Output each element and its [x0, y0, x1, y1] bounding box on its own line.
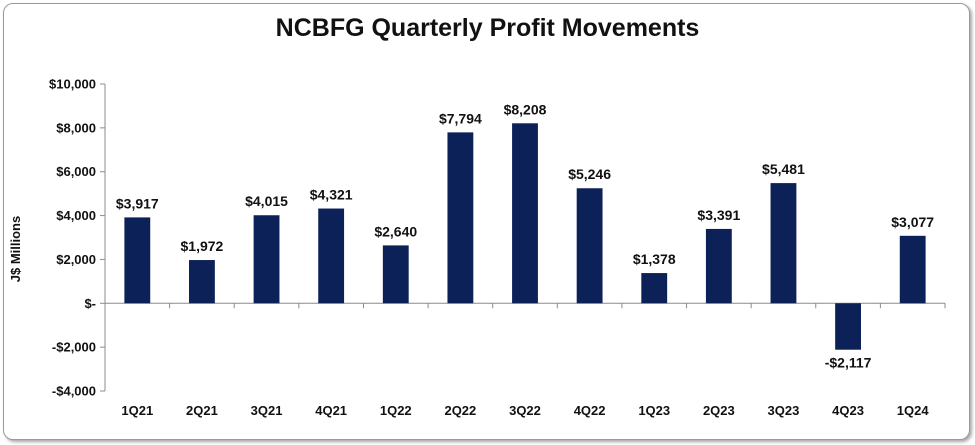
data-label-2Q23: $3,391	[697, 207, 740, 223]
x-tick-label-4Q22: 4Q22	[574, 403, 606, 418]
bar-4Q21	[318, 208, 345, 304]
bar-4Q22	[576, 188, 603, 304]
y-tick-label: -$4,000	[52, 384, 96, 399]
data-label-1Q24: $3,077	[891, 214, 934, 230]
data-label-2Q21: $1,972	[181, 238, 224, 254]
bar-2Q23	[705, 228, 732, 304]
data-label-4Q22: $5,246	[568, 166, 611, 182]
y-tick-label: $-	[84, 296, 96, 311]
chart-title: NCBFG Quarterly Profit Movements	[275, 14, 700, 42]
x-tick-label-3Q22: 3Q22	[509, 403, 541, 418]
bar-3Q23	[770, 183, 797, 304]
x-tick-label-4Q21: 4Q21	[315, 403, 347, 418]
bar-2Q21	[189, 260, 215, 304]
bar-1Q24	[899, 235, 926, 304]
bar-3Q21	[253, 215, 280, 304]
data-label-3Q22: $8,208	[504, 101, 547, 117]
bar-2Q22	[447, 132, 474, 304]
x-tick-label-4Q23: 4Q23	[832, 403, 864, 418]
data-label-1Q23: $1,378	[633, 251, 676, 267]
x-tick-label-1Q22: 1Q22	[380, 403, 412, 418]
data-label-4Q23: -$2,117	[825, 355, 872, 371]
x-tick-label-1Q23: 1Q23	[638, 403, 670, 418]
y-tick-label: $10,000	[49, 77, 96, 92]
x-tick-label-1Q24: 1Q24	[897, 403, 930, 418]
y-axis-label: J$ Millions	[8, 216, 23, 282]
x-tick-label-3Q23: 3Q23	[768, 403, 800, 418]
data-label-2Q22: $7,794	[439, 110, 482, 126]
y-tick-label: $4,000	[56, 208, 96, 223]
data-label-3Q23: $5,481	[762, 161, 805, 177]
data-label-3Q21: $4,015	[245, 193, 288, 209]
bar-1Q21	[124, 217, 151, 304]
chart-frame	[3, 3, 970, 440]
x-tick-label-3Q21: 3Q21	[251, 403, 283, 418]
bar-1Q23	[641, 273, 668, 304]
bar-1Q22	[382, 245, 409, 304]
data-label-1Q21: $3,917	[116, 195, 159, 211]
x-tick-label-2Q21: 2Q21	[186, 403, 218, 418]
data-label-4Q21: $4,321	[310, 187, 353, 203]
bar-3Q22	[512, 123, 538, 304]
y-tick-label: $6,000	[56, 164, 96, 179]
y-tick-label: -$2,000	[52, 340, 96, 355]
x-tick-label-2Q23: 2Q23	[703, 403, 735, 418]
data-label-1Q22: $2,640	[374, 223, 417, 239]
y-tick-label: $8,000	[56, 120, 96, 135]
y-tick-label: $2,000	[56, 252, 96, 267]
bar-4Q23	[835, 303, 861, 350]
x-tick-label-2Q22: 2Q22	[444, 403, 476, 418]
x-tick-label-1Q21: 1Q21	[121, 403, 153, 418]
